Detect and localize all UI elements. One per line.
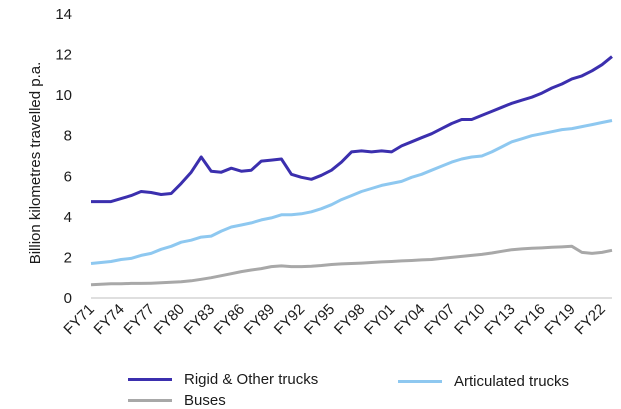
legend-item-articulated: Articulated trucks: [398, 373, 569, 390]
legend-swatch-articulated: [398, 380, 442, 383]
y-tick-label: 4: [64, 209, 72, 226]
y-tick-label: 6: [64, 168, 72, 185]
legend-label-buses: Buses: [184, 392, 226, 409]
x-tick-label: FY80: [151, 301, 188, 338]
y-tick-label: 12: [55, 47, 72, 64]
y-tick-label: 2: [64, 249, 72, 266]
legend-item-buses: Buses: [128, 392, 226, 409]
x-tick-label: FY89: [241, 301, 278, 338]
x-tick-labels: FY71FY74FY77FY80FY83FY86FY89FY92FY95FY98…: [60, 301, 608, 338]
series-line-2: [90, 244, 613, 287]
series-lines: [90, 55, 613, 287]
series-line-1: [90, 119, 613, 265]
legend-item-rigid: Rigid & Other trucks: [128, 371, 318, 388]
y-tick-label: 0: [64, 290, 72, 307]
x-tick-label: FY77: [121, 301, 158, 338]
legend-swatch-buses: [128, 399, 172, 402]
x-tick-label: FY92: [271, 301, 308, 338]
x-tick-label: FY22: [571, 301, 608, 338]
x-tick-label: FY13: [481, 301, 518, 338]
y-axis-title: Billion kilometres travelled p.a.: [27, 62, 44, 265]
series-line-0: [91, 55, 613, 204]
y-tick-labels: 0 2 4 6 8 10 12 14: [55, 6, 72, 307]
x-tick-label: FY01: [361, 301, 398, 338]
y-tick-label: 14: [55, 6, 72, 23]
legend-label-rigid: Rigid & Other trucks: [184, 371, 319, 388]
y-tick-label: 10: [55, 87, 72, 104]
x-tick-label: FY74: [91, 301, 128, 338]
y-tick-label: 8: [64, 128, 72, 145]
x-tick-label: FY86: [211, 301, 248, 338]
x-tick-label: FY98: [331, 301, 368, 338]
x-tick-label: FY10: [451, 301, 488, 338]
legend-label-articulated: Articulated trucks: [454, 373, 570, 390]
x-tick-label: FY16: [511, 301, 548, 338]
x-tick-label: FY04: [391, 301, 428, 338]
x-tick-label: FY83: [181, 301, 218, 338]
x-tick-label: FY07: [421, 301, 458, 338]
x-tick-label: FY19: [541, 301, 578, 338]
x-tick-label: FY95: [301, 301, 338, 338]
legend-swatch-rigid: [128, 378, 172, 381]
